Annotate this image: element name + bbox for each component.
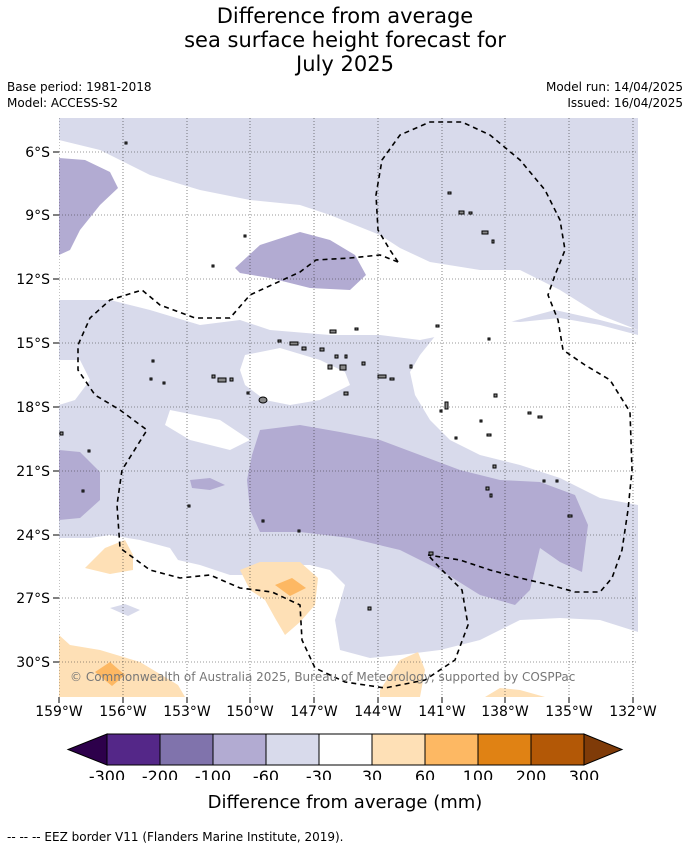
contour-white-patches — [59, 318, 638, 505]
colorbar-bin — [159, 733, 214, 766]
contour-orange — [95, 578, 306, 686]
lat-label: 27°S — [16, 591, 50, 607]
colorbar-labels: -300 -200 -100 -60 -30 30 60 100 200 300 — [89, 767, 599, 780]
lon-label: 132°W — [609, 704, 657, 720]
lon-label: 150°W — [226, 704, 274, 720]
map-plot-area: © Commonwealth of Australia 2025, Bureau… — [59, 118, 638, 697]
title-line-3: July 2025 — [296, 52, 394, 76]
colorbar-label: -60 — [253, 767, 279, 780]
colorbar-bin — [212, 733, 267, 766]
lon-label: 159°W — [35, 704, 83, 720]
axis-ticks — [53, 151, 634, 703]
graticule — [59, 118, 638, 697]
lon-label: 156°W — [99, 704, 147, 720]
colorbar-label: -30 — [306, 767, 332, 780]
lat-label: 6°S — [25, 145, 50, 161]
model-run: Model run: 14/04/2025 — [545, 80, 683, 94]
meta-left: Base period: 1981-2018 Model: ACCESS-S2 — [7, 79, 152, 111]
contour-light-orange — [59, 540, 545, 697]
lat-label: 30°S — [16, 655, 50, 671]
colorbar-label: -200 — [142, 767, 178, 780]
colorbar-title: Difference from average (mm) — [207, 792, 483, 813]
longitude-labels: 159°W 156°W 153°W 150°W 147°W 144°W 141°… — [35, 704, 657, 720]
colorbar-label: 200 — [516, 767, 547, 780]
colorbar-bin — [424, 733, 479, 766]
map-figure: © Commonwealth of Australia 2025, Bureau… — [16, 118, 657, 720]
colorbar-bin — [106, 733, 161, 766]
lon-label: 138°W — [481, 704, 529, 720]
map-title: Difference from average sea surface heig… — [0, 4, 690, 76]
colorbar-bin — [371, 733, 426, 766]
colorbar-label: -100 — [195, 767, 231, 780]
title-line-1: Difference from average — [216, 4, 474, 28]
lat-label: 9°S — [25, 208, 50, 224]
lon-label: 147°W — [290, 704, 338, 720]
colorbar-bin — [318, 733, 373, 766]
latitude-labels: 6°S 9°S 12°S 15°S 18°S 21°S 24°S 27°S 30… — [16, 145, 50, 671]
colorbar-label: 30 — [362, 767, 382, 780]
lon-label: 141°W — [418, 704, 466, 720]
base-period: Base period: 1981-2018 — [7, 80, 152, 94]
colorbar-label: 100 — [463, 767, 494, 780]
colorbar-extend-min — [66, 733, 108, 766]
title-line-2: sea surface height forecast for — [184, 28, 506, 52]
colorbar-bin — [530, 733, 585, 766]
colorbar-label: 300 — [569, 767, 600, 780]
colorbar: -300 -200 -100 -60 -30 30 60 100 200 300 — [66, 733, 624, 780]
islands — [59, 141, 573, 611]
lon-label: 135°W — [545, 704, 593, 720]
copyright-notice: © Commonwealth of Australia 2025, Bureau… — [70, 670, 575, 684]
colorbar-bin — [265, 733, 320, 766]
eez-footnote: -- -- -- EEZ border V11 (Flanders Marine… — [7, 830, 344, 844]
colorbar-bin — [477, 733, 532, 766]
issued-date: Issued: 16/04/2025 — [567, 96, 683, 110]
lat-label: 24°S — [16, 528, 50, 544]
lat-label: 12°S — [16, 272, 50, 288]
lat-label: 15°S — [16, 336, 50, 352]
model-name: Model: ACCESS-S2 — [7, 96, 119, 110]
colorbar-label: -300 — [89, 767, 125, 780]
colorbar-label: 60 — [415, 767, 435, 780]
lon-label: 144°W — [354, 704, 402, 720]
lat-label: 18°S — [16, 400, 50, 416]
eez-borders — [77, 121, 633, 689]
lon-label: 153°W — [163, 704, 211, 720]
lat-label: 21°S — [16, 464, 50, 480]
contour-medium-purple — [59, 158, 588, 605]
meta-right: Model run: 14/04/2025 Issued: 16/04/2025 — [546, 79, 683, 111]
colorbar-extend-max — [583, 733, 624, 766]
